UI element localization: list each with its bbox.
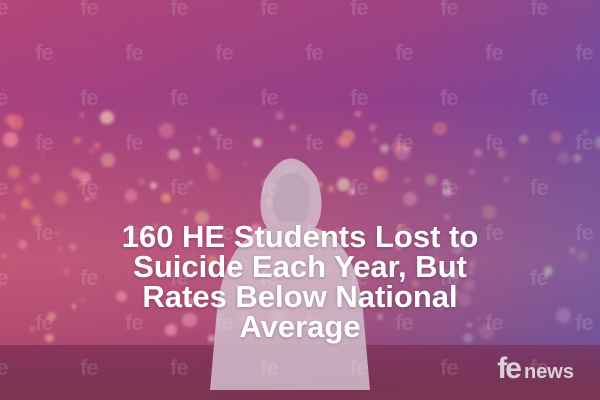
logo-news: news — [523, 361, 574, 383]
logo-fe: fe — [497, 352, 522, 385]
headline-line: Average — [239, 309, 361, 344]
headline-line: Suicide Each Year, But — [133, 249, 467, 284]
headline-line: Rates Below National — [142, 279, 458, 314]
headline: 160 HE Students Lost to Suicide Each Yea… — [40, 219, 560, 344]
fe-news-logo: fe news — [497, 352, 574, 386]
headline-line: 160 HE Students Lost to — [121, 219, 479, 254]
hooded-person-figure — [210, 158, 370, 390]
